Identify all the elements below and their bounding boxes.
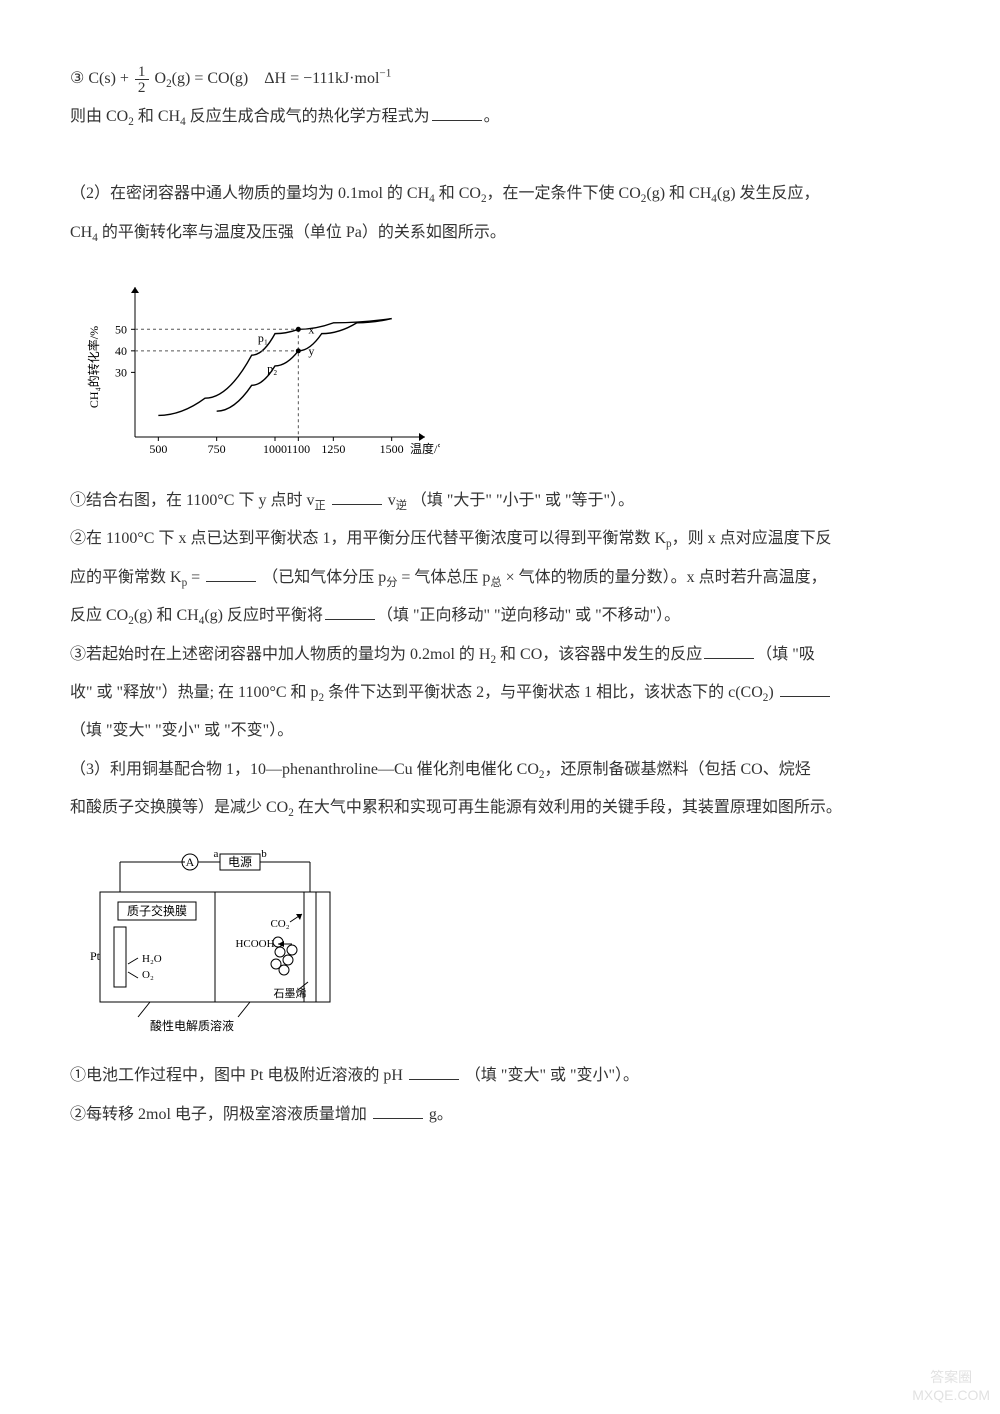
blank-heat[interactable]	[704, 640, 754, 659]
blank-kp[interactable]	[206, 563, 256, 582]
svg-text:CH₄的转化率/%: CH₄的转化率/%	[86, 326, 101, 408]
svg-text:1100: 1100	[287, 442, 311, 456]
equation-3: ③ C(s) + 1 2 O2(g) = CO(g) ΔH = −111kJ·m…	[70, 60, 930, 98]
eq3-lhs-a: C(s) +	[88, 70, 129, 87]
blank-v[interactable]	[332, 486, 382, 505]
blank-thermo[interactable]	[432, 103, 482, 122]
q2-sub3-l1: ③若起始时在上述密闭容器中加人物质的量均为 0.2mol 的 H2 和 CO，该…	[70, 636, 930, 674]
eq3-dH: ΔH = −111kJ·mol	[264, 70, 379, 87]
svg-text:O₂: O₂	[142, 969, 154, 981]
svg-text:1000: 1000	[263, 442, 287, 456]
q3-l1: （3）利用铜基配合物 1，10—phenanthroline—Cu 催化剂电催化…	[70, 751, 930, 789]
q3-l2: 和酸质子交换膜等）是减少 CO2 在大气中累积和实现可再生能源有效利用的关键手段…	[70, 789, 930, 827]
svg-text:质子交换膜: 质子交换膜	[127, 903, 187, 918]
svg-text:a: a	[214, 848, 219, 860]
blank-cco2[interactable]	[780, 678, 830, 697]
svg-text:40: 40	[115, 344, 127, 358]
svg-text:Pt: Pt	[90, 949, 101, 963]
q2-sub1: ①结合右图，在 1100°C 下 y 点时 v正 v逆 （填 "大于" "小于"…	[70, 482, 930, 520]
q2-sub2-l3: 反应 CO2(g) 和 CH4(g) 反应时平衡将（填 "正向移动" "逆向移动…	[70, 597, 930, 635]
blank-mass[interactable]	[373, 1100, 423, 1119]
q2-sub2-l1: ②在 1100°C 下 x 点已达到平衡状态 1，用平衡分压代替平衡浓度可以得到…	[70, 520, 930, 558]
q3-sub1: ①电池工作过程中，图中 Pt 电极附近溶液的 pH （填 "变大" 或 "变小"…	[70, 1057, 930, 1095]
svg-text:CO₂: CO₂	[270, 918, 289, 930]
svg-text:HCOOH: HCOOH	[235, 938, 274, 950]
svg-text:酸性电解质溶液: 酸性电解质溶液	[150, 1018, 234, 1033]
device-diagram: 质子交换膜 A 电源 a b Pt H₂O O₂ CO₂ HCOOH 石墨烯酸性电解质溶液	[80, 842, 930, 1042]
q2-sub3-l3: （填 "变大" "变小" 或 "不变"）。	[70, 712, 930, 750]
svg-text:50: 50	[115, 322, 127, 336]
svg-text:p₂: p₂	[267, 361, 277, 375]
q3-sub2: ②每转移 2mol 电子，阴极室溶液质量增加 g。	[70, 1096, 930, 1134]
line-thermo: 则由 CO2 和 CH4 反应生成合成气的热化学方程式为。	[70, 98, 930, 136]
svg-text:电源: 电源	[228, 855, 252, 869]
blank-ph[interactable]	[409, 1062, 459, 1081]
eq3-label: ③	[70, 70, 84, 87]
svg-text:500: 500	[149, 442, 167, 456]
blank-shift[interactable]	[325, 602, 375, 621]
svg-text:30: 30	[115, 365, 127, 379]
svg-text:H₂O: H₂O	[142, 953, 162, 965]
svg-text:750: 750	[208, 442, 226, 456]
q2-line1: （2）在密闭容器中通人物质的量均为 0.1mol 的 CH4 和 CO2，在一定…	[70, 175, 930, 213]
svg-text:b: b	[261, 848, 267, 860]
q2-sub2-l2: 应的平衡常数 Kp = （已知气体分压 p分 = 气体总压 p总 × 气体的物质…	[70, 559, 930, 597]
q2-sub3-l2: 收" 或 "释放"）热量; 在 1100°C 和 p2 条件下达到平衡状态 2，…	[70, 674, 930, 712]
svg-text:温度/℃: 温度/℃	[410, 441, 440, 456]
svg-text:p₁: p₁	[258, 331, 268, 345]
chart-ch4-conversion: 30 40 50 500 750 10001100 1250 1500 CH₄的转化率/% 温度/…	[80, 267, 930, 467]
svg-text:x: x	[308, 322, 314, 336]
watermark: 答案圈 MXQE.COM	[912, 1368, 990, 1404]
svg-text:石墨烯: 石墨烯	[274, 987, 307, 1000]
svg-text:A: A	[186, 855, 195, 869]
svg-text:y: y	[308, 344, 314, 358]
svg-text:1250: 1250	[321, 442, 345, 456]
eq3-frac: 1 2	[135, 64, 149, 95]
svg-text:1500: 1500	[380, 442, 404, 456]
q2-line2: CH4 的平衡转化率与温度及压强（单位 Pa）的关系如图所示。	[70, 214, 930, 252]
